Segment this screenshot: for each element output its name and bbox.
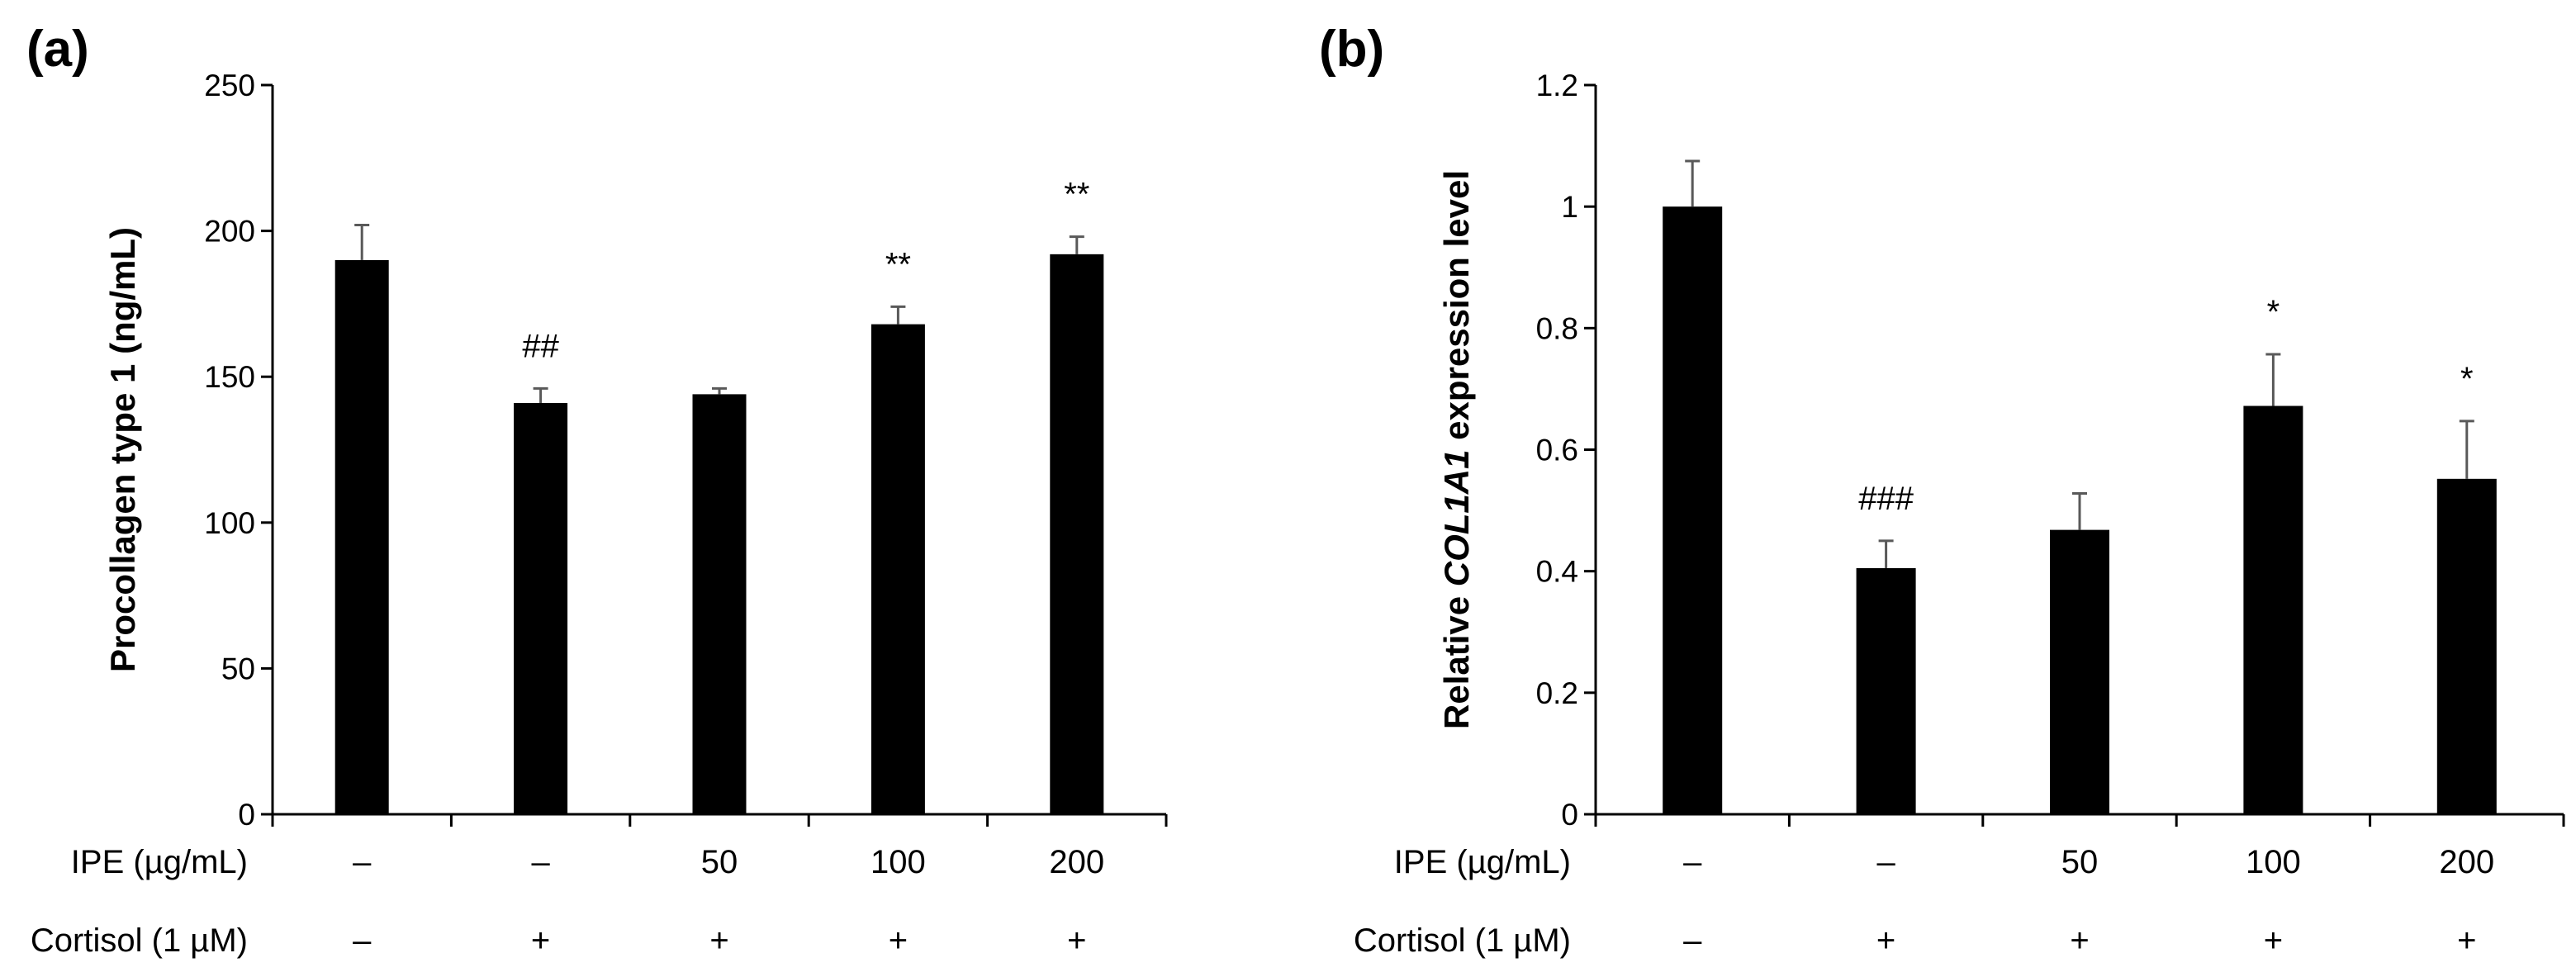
panel-a-label: (a) xyxy=(26,21,89,78)
panel-b-ytick-label: 0.2 xyxy=(1536,676,1578,710)
panel-a-significance-label: ** xyxy=(885,246,911,282)
panel-b-condition-value: 50 xyxy=(2061,844,2099,880)
panel-b-ylabel-part: Relative xyxy=(1437,586,1476,729)
panel-a-condition-value: + xyxy=(709,922,728,959)
panel-a-ytick-label: 150 xyxy=(204,360,255,394)
panel-a-condition-value: 50 xyxy=(701,844,738,880)
panel-b-bar xyxy=(2436,478,2497,814)
panel-b-condition-label: Cortisol (1 µM) xyxy=(1354,922,1571,959)
panel-b-ytick-label: 0.8 xyxy=(1536,311,1578,345)
panel-b-significance-label: * xyxy=(2460,361,2474,397)
panel-b-condition-label: IPE (µg/mL) xyxy=(1394,844,1571,880)
panel-a-condition-value: – xyxy=(353,922,372,959)
panel-b-bar xyxy=(2243,405,2303,814)
panel-b-ytick-label: 1 xyxy=(1561,190,1578,224)
panel-a-condition-label: IPE (µg/mL) xyxy=(71,844,248,880)
panel-b-condition-value: + xyxy=(1876,922,1895,959)
panel-b-bar xyxy=(2050,529,2109,814)
panel-a-ylabel: Procollagen type 1 (ng/mL) xyxy=(103,227,142,672)
panel-b-ylabel: Relative COL1A1 expression level xyxy=(1437,170,1476,729)
panel-a-bar xyxy=(692,394,747,814)
panel-b-significance-label: ### xyxy=(1858,481,1914,517)
panel-a-bar xyxy=(514,402,568,814)
panel-a-condition-value: – xyxy=(353,844,372,880)
panel-b-condition-value: 200 xyxy=(2439,844,2494,880)
panel-a-bar xyxy=(334,259,389,814)
panel-b-bar xyxy=(1663,206,1723,814)
panel-b-ytick-label: 1.2 xyxy=(1536,69,1578,102)
panel-a-condition-value: 100 xyxy=(871,844,926,880)
panel-b-condition-value: – xyxy=(1876,844,1895,880)
panel-a-ylabel-part: Procollagen type 1 (ng/mL) xyxy=(103,227,142,672)
panel-a-condition-value: + xyxy=(889,922,908,959)
panel-b-condition-value: 100 xyxy=(2246,844,2301,880)
panel-a-condition-label: Cortisol (1 µM) xyxy=(31,922,248,959)
panel-a-condition-value: 200 xyxy=(1049,844,1104,880)
panel-b-condition-value: + xyxy=(2264,922,2283,959)
panel-b-ytick-label: 0 xyxy=(1561,798,1578,832)
panel-a-bar xyxy=(1050,254,1104,815)
panel-b-ylabel-part: expression level xyxy=(1437,170,1476,450)
panel-a-ytick-label: 100 xyxy=(204,506,255,540)
panel-b-condition-value: – xyxy=(1683,922,1702,959)
panel-b-ylabel-part: COL1A1 xyxy=(1437,450,1476,587)
panel-a-condition-value: + xyxy=(1067,922,1086,959)
panel-a-condition-value: + xyxy=(531,922,550,959)
panel-b-condition-value: + xyxy=(2070,922,2089,959)
panel-a-significance-label: ** xyxy=(1064,177,1089,213)
panel-a-ytick-label: 0 xyxy=(238,798,255,832)
panel-b-condition-value: + xyxy=(2457,922,2476,959)
panel-b-ytick-label: 0.6 xyxy=(1536,434,1578,467)
panel-b-condition-value: – xyxy=(1683,844,1702,880)
panel-a-ytick-label: 250 xyxy=(204,69,255,102)
panel-a-condition-value: – xyxy=(531,844,550,880)
panel-b: (b) 0 0.2 0.4 0.6 0.8 1 1.2 Relative COL1A1 expr… xyxy=(1319,21,2565,959)
panel-a-ytick-label: 200 xyxy=(204,215,255,249)
panel-a-bar xyxy=(871,324,925,814)
panel-b-ytick-label: 0.4 xyxy=(1536,555,1578,589)
panel-a: (a) 0 50 100 150 200 250 Procollagen type 1 (ng… xyxy=(26,21,1168,959)
panel-b-significance-label: * xyxy=(2267,294,2280,330)
panel-b-label: (b) xyxy=(1319,21,1384,78)
panel-b-bar xyxy=(1856,567,1916,814)
panel-a-significance-label: ## xyxy=(522,328,559,364)
panel-a-ytick-label: 50 xyxy=(221,652,255,685)
